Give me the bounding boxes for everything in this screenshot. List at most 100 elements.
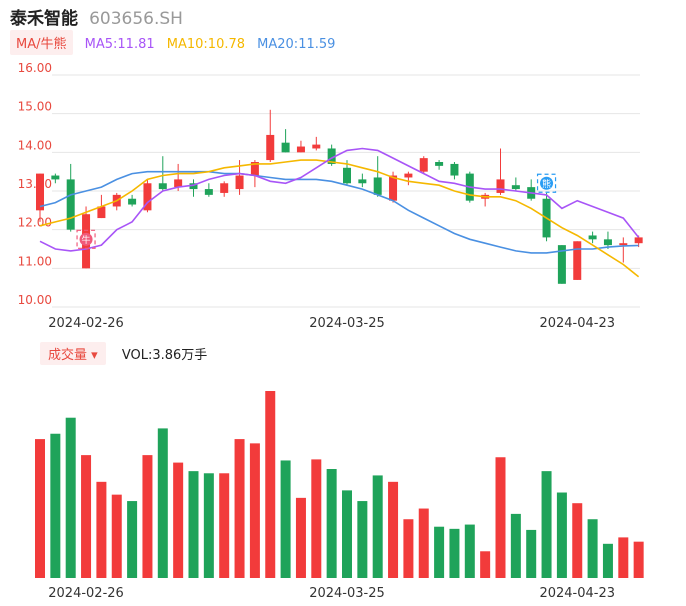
volume-bar xyxy=(219,473,230,578)
volume-bar xyxy=(173,462,184,578)
candle-body xyxy=(634,237,643,244)
volume-bar xyxy=(295,497,306,578)
volume-bar xyxy=(403,519,414,578)
volume-bar xyxy=(127,501,138,578)
y-tick-label: 12.00 xyxy=(18,216,52,230)
ma10-line xyxy=(39,159,640,278)
candle-body xyxy=(312,144,321,149)
y-tick-label: 11.00 xyxy=(18,254,52,268)
volume-bar xyxy=(265,391,276,578)
candle-body xyxy=(389,175,398,201)
candle-body xyxy=(373,177,382,195)
volume-bar xyxy=(372,475,383,578)
volume-bar xyxy=(449,528,460,578)
volume-bar xyxy=(572,503,583,578)
candle-body xyxy=(128,198,137,205)
candle-body xyxy=(435,162,444,166)
x-tick-label: 2024-02-26 xyxy=(48,586,124,601)
x-tick-label: 2024-03-25 xyxy=(309,316,385,331)
y-tick-label: 10.00 xyxy=(18,293,52,307)
candle-body xyxy=(204,189,213,195)
candle-body xyxy=(250,162,259,176)
candle-body xyxy=(174,179,183,188)
candle-body xyxy=(158,183,167,190)
volume-bar xyxy=(434,526,445,578)
volume-bar xyxy=(618,537,629,578)
volume-bar xyxy=(587,519,598,578)
candle-body xyxy=(450,163,459,176)
volume-bar xyxy=(342,490,352,578)
marker-dot xyxy=(79,232,93,246)
ma20-value: MA20:11.59 xyxy=(257,37,336,52)
marker-dot xyxy=(540,176,554,190)
volume-bar xyxy=(111,494,122,578)
volume-bar xyxy=(96,481,107,578)
ma20-line xyxy=(39,170,639,254)
volume-bar xyxy=(65,417,76,578)
y-tick-label: 14.00 xyxy=(18,138,52,152)
marker-frame xyxy=(536,173,557,193)
volume-bar xyxy=(326,469,337,578)
volume-bar xyxy=(388,481,399,578)
marker-label: 牛 xyxy=(82,234,91,246)
volume-bar xyxy=(35,439,45,578)
volume-bar xyxy=(418,508,429,578)
candle-body xyxy=(220,183,229,193)
volume-bar xyxy=(357,501,368,578)
volume-bar xyxy=(203,473,214,578)
y-tick-label: 16.00 xyxy=(18,61,52,75)
volume-bar xyxy=(556,492,567,578)
candle-body xyxy=(189,183,198,190)
ma10-value: MA10:10.78 xyxy=(166,37,246,52)
x-tick-label: 2024-03-25 xyxy=(309,586,385,601)
candle-body xyxy=(235,175,244,190)
volume-bar xyxy=(81,455,92,578)
volume-bar xyxy=(249,443,260,578)
ma-legend: MA/牛熊 MA5:11.81 MA10:10.78 MA20:11.59 xyxy=(10,30,336,55)
volume-bar xyxy=(480,551,491,578)
volume-bar xyxy=(495,457,506,578)
candle-body xyxy=(327,148,336,164)
candle-body xyxy=(358,179,367,184)
ma5-value: MA5:11.81 xyxy=(84,37,155,52)
candle-body xyxy=(496,179,505,193)
candle-body xyxy=(619,243,628,246)
candle-body xyxy=(404,173,413,178)
ma5-line xyxy=(39,147,640,252)
candle-body xyxy=(97,206,106,219)
stock-name: 泰禾智能 xyxy=(10,9,78,29)
candle-body xyxy=(557,245,566,284)
ma-indicator-button[interactable]: MA/牛熊 xyxy=(10,30,73,55)
candle-body xyxy=(588,235,597,240)
x-tick-label: 2024-04-23 xyxy=(539,316,615,331)
candle-body xyxy=(51,175,60,180)
candle-body xyxy=(343,167,351,184)
marker-frame xyxy=(76,229,96,249)
volume-bar xyxy=(157,428,168,578)
candle-body xyxy=(603,239,612,246)
volume-bar xyxy=(50,433,61,578)
volume-bar xyxy=(188,471,199,578)
volume-label: 成交量 xyxy=(48,348,88,363)
candle-body xyxy=(419,158,428,172)
candle-body xyxy=(511,185,520,190)
volume-bar xyxy=(234,439,245,578)
volume-value: VOL:3.86万手 xyxy=(121,348,208,363)
volume-bar xyxy=(541,471,552,578)
volume-bar xyxy=(280,460,291,578)
y-tick-label: 15.00 xyxy=(18,100,52,114)
volume-bar xyxy=(142,455,153,578)
volume-bar xyxy=(633,541,644,578)
volume-bar xyxy=(311,459,322,578)
candlestick-chart[interactable]: 16.00 15.00 14.00 13.00 12.00 11.00 10.00 牛 熊 202… xyxy=(0,0,686,335)
volume-indicator-button[interactable]: 成交量 ▾ xyxy=(40,342,106,365)
x-tick-label: 2024-02-26 xyxy=(48,316,124,331)
volume-bar xyxy=(526,529,537,578)
y-tick-label: 13.00 xyxy=(18,177,52,191)
stock-code: 603656.SH xyxy=(89,9,183,29)
volume-chart[interactable]: 2024-02-26 2024-03-25 2024-04-23 xyxy=(0,366,686,606)
stock-header: 泰禾智能 603656.SH xyxy=(10,4,183,29)
candle-body xyxy=(296,146,305,153)
candle-body xyxy=(36,173,44,211)
x-tick-label: 2024-04-23 xyxy=(539,586,615,601)
